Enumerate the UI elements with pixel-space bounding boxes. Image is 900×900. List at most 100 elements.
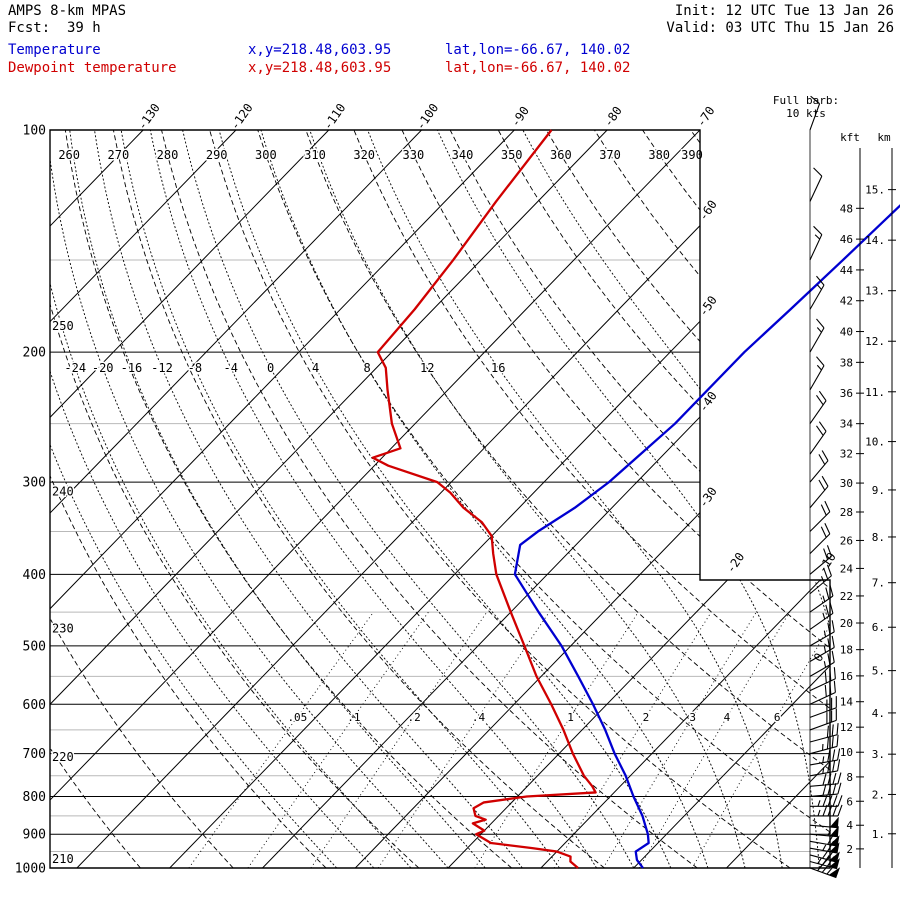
svg-text:13.: 13. [865,285,885,298]
svg-text:230: 230 [52,621,74,635]
svg-text:-110: -110 [320,101,348,133]
svg-text:22: 22 [840,590,853,603]
svg-text:4: 4 [724,711,731,724]
svg-text:26: 26 [840,534,853,547]
svg-text:12.: 12. [865,335,885,348]
init-label: Init: 12 UTC Tue 13 Jan 26 [674,3,894,19]
svg-text:340: 340 [452,148,474,162]
svg-text:1: 1 [567,711,574,724]
valid-label: Valid: 03 UTC Thu 15 Jan 26 [666,20,894,36]
svg-text:8: 8 [364,361,371,375]
svg-text:-20: -20 [92,361,114,375]
svg-text:32: 32 [840,448,853,461]
mixing-ratio-lines [188,611,830,868]
svg-text:-70: -70 [694,104,718,130]
svg-text:-90: -90 [508,104,532,130]
svg-text:320: 320 [353,148,375,162]
svg-text:350: 350 [501,148,523,162]
svg-text:11.: 11. [865,386,885,399]
svg-text:12: 12 [840,721,853,734]
svg-text:2: 2 [643,711,650,724]
svg-text:500: 500 [23,639,46,654]
dry-adiabat-lines [50,130,830,868]
temperature-xy: x,y=218.48,603.95 [248,42,392,58]
svg-text:9.: 9. [872,484,885,497]
svg-text:20: 20 [840,617,853,630]
svg-text:8.: 8. [872,531,885,544]
wind-barb-column [809,95,843,879]
svg-text:5.: 5. [872,665,885,678]
svg-text:24: 24 [840,562,854,575]
temperature-legend-label: Temperature [8,42,101,58]
svg-text:2: 2 [846,843,853,856]
svg-text:-120: -120 [228,101,256,133]
svg-text:34: 34 [840,418,854,431]
svg-text:18: 18 [840,644,853,657]
svg-text:700: 700 [23,747,46,762]
dewpoint-trace [371,129,597,869]
svg-text:kft: kft [840,131,860,144]
svg-text:330: 330 [403,148,425,162]
sounding-traces [371,129,900,869]
svg-text:1000: 1000 [15,862,46,877]
svg-text:40: 40 [840,326,853,339]
svg-text:.05: .05 [287,711,307,724]
svg-text:1.: 1. [872,828,885,841]
dewpoint-legend-label: Dewpoint temperature [8,60,177,76]
svg-text:-8: -8 [188,361,202,375]
plot-border [49,129,831,869]
svg-text:-130: -130 [135,101,163,133]
svg-text:380: 380 [648,148,670,162]
svg-text:210: 210 [52,852,74,866]
dewpoint-latlon: lat,lon=-66.67, 140.02 [445,60,631,76]
svg-text:.1: .1 [347,711,360,724]
svg-text:100: 100 [23,124,46,139]
svg-text:14.: 14. [865,234,885,247]
svg-text:14: 14 [840,696,854,709]
temperature-trace [513,204,900,869]
dewpoint-xy: x,y=218.48,603.95 [248,60,392,76]
isotherm-lines [50,130,830,868]
svg-text:400: 400 [23,568,46,583]
svg-text:3.: 3. [872,748,885,761]
svg-text:4.: 4. [872,707,885,720]
svg-text:km: km [877,131,891,144]
svg-text:-16: -16 [121,361,143,375]
svg-text:44: 44 [840,264,854,277]
svg-text:600: 600 [23,698,46,713]
svg-text:8: 8 [846,771,853,784]
model-label: AMPS 8-km MPAS [8,3,127,19]
svg-text:200: 200 [23,346,46,361]
svg-text:310: 310 [304,148,326,162]
svg-text:280: 280 [157,148,179,162]
svg-text:38: 38 [840,356,853,369]
svg-text:240: 240 [52,485,74,499]
svg-text:3: 3 [689,711,696,724]
svg-text:46: 46 [840,233,853,246]
temperature-latlon: lat,lon=-66.67, 140.02 [445,42,631,58]
svg-text:.2: .2 [408,711,421,724]
svg-text:16: 16 [491,361,505,375]
svg-text:36: 36 [840,387,853,400]
svg-text:370: 370 [599,148,621,162]
svg-text:.4: .4 [472,711,486,724]
svg-text:6.: 6. [872,621,885,634]
svg-text:360: 360 [550,148,572,162]
svg-text:48: 48 [840,202,853,215]
svg-text:10.: 10. [865,436,885,449]
svg-text:42: 42 [840,295,853,308]
svg-text:-80: -80 [601,104,625,130]
svg-text:6: 6 [774,711,781,724]
svg-text:220: 220 [52,750,74,764]
svg-text:16: 16 [840,670,853,683]
forecast-label: Fcst: 39 h [8,20,101,36]
svg-text:270: 270 [108,148,130,162]
svg-text:900: 900 [23,828,46,843]
svg-text:7.: 7. [872,577,885,590]
svg-text:-20: -20 [723,550,747,576]
svg-text:0: 0 [267,361,274,375]
svg-text:12: 12 [420,361,434,375]
svg-text:300: 300 [255,148,277,162]
svg-text:250: 250 [52,319,74,333]
minor-pressure-gridlines [50,259,830,853]
